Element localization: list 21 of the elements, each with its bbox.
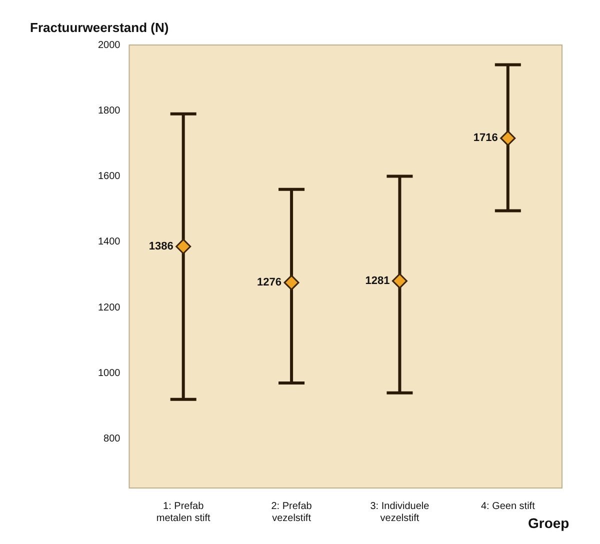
point — [392, 273, 408, 289]
y-tick-label: 2000 — [98, 40, 121, 51]
point — [284, 274, 300, 290]
x-tick-label: 2: Prefab vezelstift — [271, 500, 312, 524]
x-tick-label: 1: Prefab metalen stift — [156, 500, 211, 524]
x-tick-label: 3: Individuele vezelstift — [370, 500, 430, 524]
point — [500, 130, 516, 146]
y-tick-label: 1800 — [98, 105, 121, 116]
data-label: 1281 — [365, 274, 390, 287]
x-axis-title: Groep — [528, 515, 570, 531]
x-tick-label: 4: Geen stift — [480, 500, 536, 512]
y-tick-label: 800 — [104, 434, 121, 445]
data-label: 1386 — [148, 240, 174, 253]
data-label: 1716 — [473, 132, 498, 144]
y-tick-label: 1400 — [98, 236, 121, 248]
point — [176, 238, 192, 254]
y-tick-label: 1600 — [98, 171, 121, 182]
y-axis-title: Fractuurweerstand (N) — [30, 20, 169, 35]
y-tick-label: 1200 — [98, 302, 121, 314]
data-label: 1276 — [257, 276, 282, 289]
y-tick-label: 1000 — [98, 368, 121, 379]
